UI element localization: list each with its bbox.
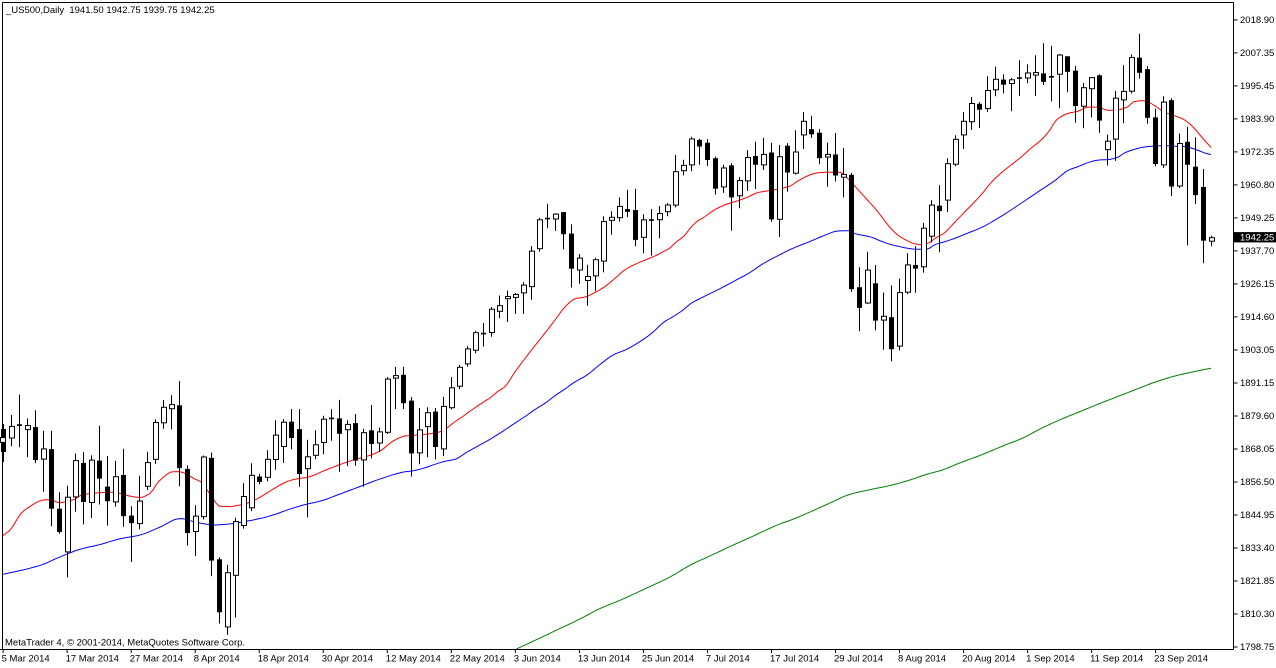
svg-text:8 Aug 2014: 8 Aug 2014 — [898, 654, 946, 665]
svg-text:30 Apr 2014: 30 Apr 2014 — [322, 654, 373, 665]
svg-text:1868.05: 1868.05 — [1240, 444, 1274, 455]
svg-text:1937.70: 1937.70 — [1240, 246, 1274, 257]
svg-text:1914.60: 1914.60 — [1240, 312, 1274, 323]
svg-text:13 Jun 2014: 13 Jun 2014 — [578, 654, 630, 665]
svg-text:17 Jul 2014: 17 Jul 2014 — [770, 654, 819, 665]
svg-text:_US500,Daily 1941.50 1942.75: _US500,Daily 1941.50 1942.75 1939.75 194… — [5, 5, 215, 16]
svg-text:18 Apr 2014: 18 Apr 2014 — [258, 654, 309, 665]
svg-text:1856.50: 1856.50 — [1240, 477, 1274, 488]
svg-text:20 Aug 2014: 20 Aug 2014 — [962, 654, 1015, 665]
svg-text:3 Jun 2014: 3 Jun 2014 — [514, 654, 561, 665]
svg-text:1844.95: 1844.95 — [1240, 510, 1274, 521]
svg-text:23 Sep 2014: 23 Sep 2014 — [1154, 654, 1208, 665]
svg-text:12 May 2014: 12 May 2014 — [386, 654, 441, 665]
svg-text:22 May 2014: 22 May 2014 — [450, 654, 505, 665]
svg-text:1949.25: 1949.25 — [1240, 213, 1274, 224]
svg-text:25 Jun 2014: 25 Jun 2014 — [642, 654, 694, 665]
svg-text:1821.85: 1821.85 — [1240, 576, 1274, 587]
svg-text:17 Mar 2014: 17 Mar 2014 — [66, 654, 119, 665]
svg-text:1833.40: 1833.40 — [1240, 543, 1274, 554]
svg-text:1 Sep 2014: 1 Sep 2014 — [1026, 654, 1075, 665]
svg-text:8 Apr 2014: 8 Apr 2014 — [194, 654, 240, 665]
svg-text:1810.30: 1810.30 — [1240, 609, 1274, 620]
svg-text:1995.45: 1995.45 — [1240, 81, 1274, 92]
svg-text:1903.05: 1903.05 — [1240, 345, 1274, 356]
svg-text:5 Mar 2014: 5 Mar 2014 — [2, 654, 50, 665]
svg-text:1972.35: 1972.35 — [1240, 147, 1274, 158]
svg-text:1891.15: 1891.15 — [1240, 378, 1274, 389]
svg-text:1983.90: 1983.90 — [1240, 114, 1274, 125]
svg-text:1942.25: 1942.25 — [1240, 233, 1274, 244]
svg-text:1798.75: 1798.75 — [1240, 642, 1274, 653]
svg-text:27 Mar 2014: 27 Mar 2014 — [130, 654, 183, 665]
svg-text:1926.15: 1926.15 — [1240, 279, 1274, 290]
svg-text:11 Sep 2014: 11 Sep 2014 — [1090, 654, 1143, 665]
svg-text:2018.90: 2018.90 — [1240, 15, 1274, 26]
svg-text:2007.35: 2007.35 — [1240, 48, 1274, 59]
svg-text:1960.80: 1960.80 — [1240, 180, 1274, 191]
svg-text:1879.60: 1879.60 — [1240, 411, 1274, 422]
svg-text:MetaTrader 4, © 2001-2014, Met: MetaTrader 4, © 2001-2014, MetaQuotes So… — [5, 638, 245, 649]
svg-text:7 Jul 2014: 7 Jul 2014 — [706, 654, 750, 665]
svg-text:29 Jul 2014: 29 Jul 2014 — [834, 654, 883, 665]
